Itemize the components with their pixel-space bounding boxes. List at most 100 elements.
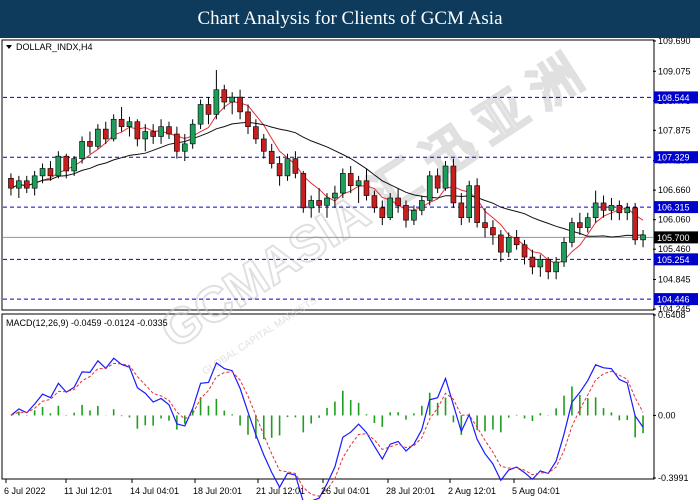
level-label: 106.315 [657,203,690,213]
candle-bull [387,197,394,218]
candle-bull [197,104,204,125]
price-tick-label: 104.245 [658,304,691,314]
candle-bear [205,104,212,115]
candle-bear [458,202,465,218]
candle-bull [640,234,646,241]
candle-bull [537,259,544,268]
candle-bear [292,158,299,174]
candle-bear [300,173,307,209]
symbol-dropdown-icon[interactable] [6,45,12,49]
candle-bull [592,202,599,218]
time-tick-label: 6 Jul 2022 [4,486,46,496]
candle-bull [569,222,575,243]
candle-bear [268,150,275,164]
candle-bull [505,237,512,253]
ma-slow-line [10,121,644,238]
candle-bull [55,155,62,177]
candle-bull [355,180,362,187]
level-tag [654,91,698,104]
time-tick-label: 18 Jul 20:01 [193,486,242,496]
level-label: 105.254 [657,255,690,265]
candle-bull [332,192,338,199]
candle-bear [529,256,536,268]
level-tag [654,201,698,214]
level-label: 107.329 [657,153,690,163]
candle-bull [213,89,220,115]
candle-bear [363,180,370,196]
candle-bull [608,205,615,211]
price-tick-label: 106.660 [658,185,691,195]
candle-bull [553,261,559,273]
candle-bull [442,165,449,189]
candle-bull [79,141,85,159]
macd-tick-label: 0.6408 [658,310,686,320]
candle-bear [434,175,441,189]
candle-bear [150,131,156,137]
candle-bear [253,126,259,140]
price-tick-label: 106.060 [658,215,691,225]
candle-bull [584,217,591,228]
candle-bear [513,237,520,246]
time-tick-label: 14 Jul 04:01 [130,486,179,496]
price-tick-label: 109.690 [658,38,691,46]
candle-bull [466,185,473,218]
candle-bear [498,234,504,253]
candle-bear [632,207,638,241]
price-chart-title: DOLLAR_INDX,H4 [16,42,93,52]
candle-bull [419,200,425,211]
candle-bear [237,96,243,113]
candle-bull [411,210,417,221]
level-tag [654,151,698,164]
candle-bull [426,175,433,201]
candle-bull [181,143,188,152]
macd-title: MACD(12,26,9) -0.0459 -0.0124 -0.0335 [6,318,168,328]
candle-bear [347,173,354,187]
chart-banner-title: Chart Analysis for Clients of GCM Asia [0,0,700,38]
level-label: 108.544 [657,93,690,103]
current-price-tag [654,231,698,244]
chart-area: GCMASIA 汇 迅 亚 洲 GLOBAL CAPITAL MARKETS 1… [0,38,700,500]
candle-bull [95,128,101,147]
candle-bear [102,128,109,140]
candle-bear [474,185,480,223]
time-tick-label: 2 Aug 12:01 [448,486,496,496]
candle-bear [23,180,30,189]
candle-bull [229,96,235,103]
time-tick-label: 28 Jul 20:01 [386,486,435,496]
time-tick-label: 11 Jul 12:01 [64,486,112,496]
candle-bull [324,197,330,206]
candle-bear [577,222,583,228]
candle-bear [450,165,457,204]
current-price-label: 105.700 [657,233,690,243]
candle-bear [47,168,54,177]
macd-tick-label: -0.3991 [658,473,689,483]
candle-bear [87,141,93,147]
candle-bull [71,158,77,172]
time-tick-label: 21 Jul 12:01 [256,486,305,496]
candle-bear [379,207,386,218]
candle-bear [316,200,322,206]
candle-bear [8,178,14,189]
candle-bull [110,118,117,140]
candle-bear [600,202,607,211]
candle-bear [521,244,528,258]
candle-bear [490,227,496,236]
candle-bear [260,138,267,152]
candle-bull [308,200,314,209]
candle-bull [39,168,46,177]
price-tick-label: 109.075 [658,66,691,76]
candle-bull [31,175,38,189]
candle-bull [624,207,631,214]
candle-bear [482,222,488,228]
price-tick-label: 104.845 [658,274,691,284]
candle-bear [221,89,228,103]
candle-bear [276,163,283,177]
candle-bear [134,121,141,140]
time-tick-label: 5 Aug 04:01 [512,486,560,496]
level-tag [654,253,698,266]
macd-signal-line [10,362,644,497]
level-label: 104.446 [657,295,690,305]
candle-bear [166,126,172,135]
time-tick-label: 26 Jul 04:01 [321,486,370,496]
candle-bear [118,118,125,127]
